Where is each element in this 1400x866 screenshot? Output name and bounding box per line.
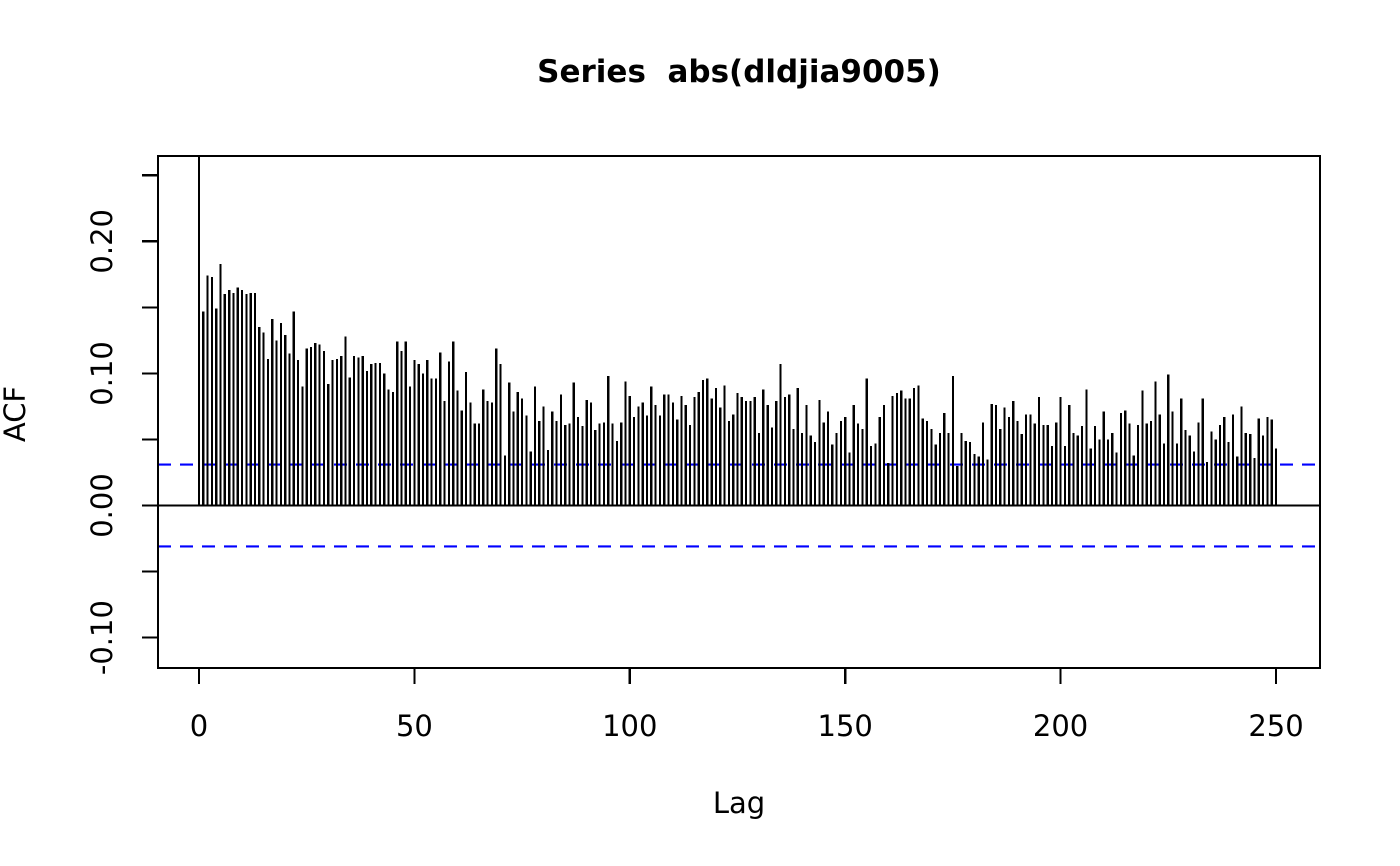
x-tick-label-100: 100 (602, 709, 657, 743)
x-tick-label-150: 150 (818, 709, 873, 743)
y-tick-label--0.10: -0.10 (85, 600, 119, 675)
y-tick-label-0.10: 0.10 (85, 341, 119, 406)
x-axis-label: Lag (712, 786, 766, 820)
x-tick-label-200: 200 (1033, 709, 1088, 743)
x-tick-label-250: 250 (1248, 709, 1303, 743)
y-tick-label-0.20: 0.20 (85, 209, 119, 274)
y-tick-label-0.00: 0.00 (85, 473, 119, 538)
chart-title: Series abs(dldjia9005) (537, 54, 941, 90)
x-tick-label-50: 50 (396, 709, 433, 743)
y-axis-label: ACF (0, 385, 32, 443)
x-tick-label-0: 0 (190, 709, 208, 743)
plot-border (156, 154, 1322, 670)
